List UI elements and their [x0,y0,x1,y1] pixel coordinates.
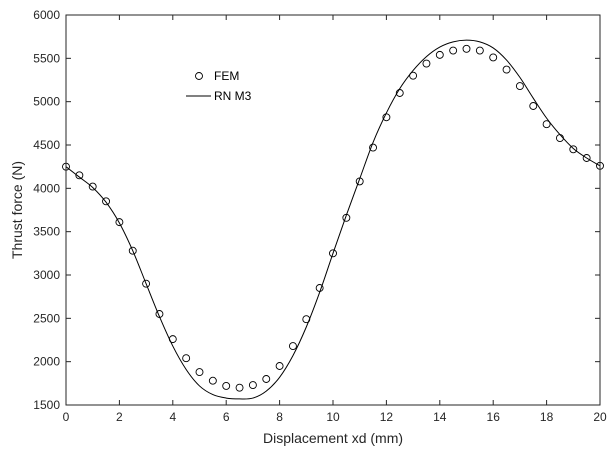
fem-point [409,71,418,80]
ticks-layer [65,14,601,406]
y-tick-label: 4500 [33,138,60,152]
plot-area [66,15,600,405]
series-rn-m3-line [65,39,601,400]
fem-point [515,82,524,91]
fem-point [395,89,404,97]
x-tick-label: 10 [326,410,340,424]
x-tick-label: 4 [169,410,176,424]
fem-point [262,375,271,383]
fem-point [342,213,351,222]
fem-point [289,342,297,351]
y-tick-label: 5000 [33,95,60,109]
fem-point [302,315,311,324]
fem-point [88,182,97,191]
fem-point [369,143,377,152]
x-tick-label: 20 [593,410,607,424]
y-tick-label: 2500 [33,311,60,325]
fem-point [462,44,471,53]
fem-point [382,113,391,122]
fem-point [329,249,337,258]
x-tick-label: 6 [223,410,230,424]
y-tick-label: 3000 [33,268,60,282]
legend-rnm3-label: RN M3 [214,89,252,103]
fem-point [502,65,511,74]
x-tick-label: 0 [63,410,70,424]
legend-box [178,64,258,106]
tick-labels-layer: 0 2 4 6 8 10 12 14 16 18 20 1500 2000 2500 3000 3500 400… [33,8,607,424]
legend-fem-marker [195,72,203,80]
fem-point [475,46,484,55]
fem-point [195,368,204,377]
fem-point [155,310,164,318]
x-tick-label: 2 [116,410,123,424]
fem-point [569,145,578,154]
y-tick-label: 5500 [33,51,60,65]
fem-point [275,362,284,370]
legend-fem-label: FEM [214,69,239,83]
fem-point [582,154,591,162]
fem-point [315,284,324,292]
y-tick-label: 6000 [33,8,60,22]
x-axis-label: Displacement xd (mm) [263,430,403,446]
fem-point [422,59,431,68]
fem-point [355,177,364,186]
fem-point [168,335,177,344]
y-tick-label: 1500 [33,398,60,412]
fem-point [542,120,551,129]
x-tick-label: 16 [487,410,501,424]
fem-point [115,218,124,227]
y-tick-label: 2000 [33,355,60,369]
series-layer [62,39,604,400]
fem-point [529,102,538,110]
fem-point [142,279,151,288]
fem-point [435,50,444,59]
legend: FEM RN M3 [178,64,258,106]
y-tick-label: 3500 [33,225,60,239]
fem-point [182,354,191,363]
fem-point [235,383,244,392]
fem-point [128,246,137,255]
fem-point [556,134,564,143]
fem-point [489,53,498,62]
fem-point [75,171,84,180]
fem-point [449,46,458,55]
fem-point [248,381,257,390]
x-tick-label: 8 [276,410,283,424]
x-tick-label: 14 [433,410,447,424]
fem-point [102,197,111,206]
y-axis-label: Thrust force (N) [9,161,25,259]
fem-point [208,376,217,385]
y-tick-label: 4000 [33,181,60,195]
fem-point [222,381,231,390]
x-tick-label: 12 [380,410,394,424]
x-tick-label: 18 [540,410,554,424]
